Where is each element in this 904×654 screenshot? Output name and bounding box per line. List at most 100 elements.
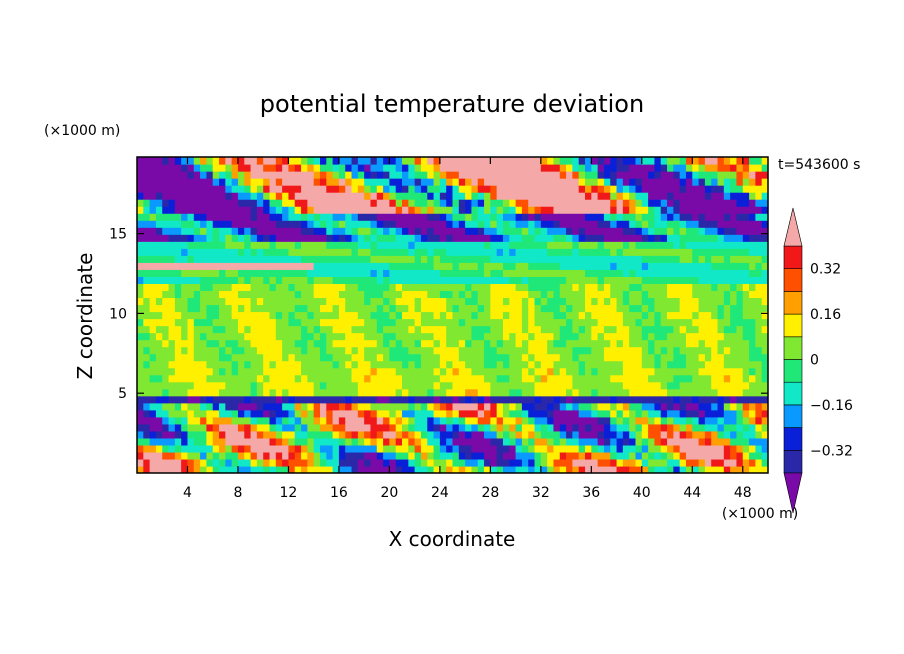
contour-cell [162,332,170,341]
contour-cell [534,178,542,186]
contour-cell [149,444,157,453]
contour-cell [282,276,290,284]
contour-cell [256,276,264,284]
contour-cell [351,241,359,249]
contour-cell [143,199,151,207]
contour-cell [452,227,460,235]
contour-cell [345,269,353,277]
contour-cell [307,213,315,221]
contour-cell [484,262,491,270]
contour-cell [673,199,681,207]
contour-cell [269,325,277,334]
contour-cell [193,465,201,473]
contour-cell [187,234,195,242]
contour-cell [137,185,144,193]
contour-cell [704,346,712,355]
contour-cell [219,241,226,249]
contour-cell [591,262,599,270]
contour-cell [496,283,504,292]
contour-cell [282,353,290,362]
contour-cell [553,304,561,313]
contour-cell [566,157,573,165]
contour-cell [408,395,416,404]
contour-cell [616,185,624,193]
contour-cell [427,465,435,473]
contour-cell [730,444,738,453]
contour-cell [717,318,725,327]
contour-cell [294,283,302,292]
contour-cell [351,409,359,418]
colorbar-label: 0.16 [810,307,841,323]
contour-cell [698,290,706,299]
contour-cell [181,388,189,397]
contour-cell [256,185,264,193]
contour-cell [736,213,744,221]
contour-cell [742,171,750,179]
contour-cell [376,164,384,172]
contour-cell [559,451,567,460]
contour-cell [635,437,643,446]
contour-cell [193,297,201,306]
contour-cell [282,290,290,299]
contour-cell [376,283,384,292]
contour-cell [168,171,176,179]
contour-cell [351,402,359,411]
contour-cell [452,444,460,453]
contour-cell [389,395,397,404]
contour-cell [742,304,750,313]
contour-cell [244,416,252,425]
contour-cell [370,311,378,320]
contour-cell [282,248,290,256]
contour-cell [761,248,768,256]
contour-cell [143,157,151,165]
contour-cell [269,255,277,263]
contour-cell [641,339,649,348]
contour-cell [357,290,365,299]
contour-cell [597,332,605,341]
contour-cell [547,283,555,292]
contour-cell [515,206,523,214]
contour-cell [357,367,365,376]
contour-cell [484,157,491,165]
contour-cell [610,360,618,369]
contour-cell [427,353,435,362]
contour-cell [408,269,416,277]
contour-cell [641,451,649,460]
contour-cell [667,430,674,439]
contour-cell [376,192,384,200]
contour-cell [673,311,681,320]
contour-cell [181,213,189,221]
contour-cell [250,332,258,341]
contour-cell [477,262,485,270]
contour-cell [174,360,182,369]
contour-cell [225,339,233,348]
contour-cell [149,297,157,306]
contour-cell [540,276,548,284]
contour-cell [553,276,561,284]
contour-cell [458,381,466,390]
contour-cell [515,248,523,256]
contour-cell [351,192,359,200]
contour-cell [187,192,195,200]
contour-cell [231,157,239,165]
contour-cell [502,395,510,404]
contour-cell [219,423,226,432]
contour-cell [685,164,693,172]
contour-cell [282,451,290,460]
contour-cell [389,255,397,263]
contour-cell [149,213,157,221]
contour-cell [660,423,668,432]
contour-cell [635,171,643,179]
contour-cell [698,444,706,453]
contour-cell [704,213,712,221]
contour-cell [603,283,611,292]
contour-cell [597,269,605,277]
contour-cell [427,304,435,313]
contour-cell [137,234,144,242]
contour-cell [597,199,605,207]
contour-cell [730,269,738,277]
contour-cell [370,283,378,292]
contour-cell [212,430,220,439]
contour-cell [685,458,693,467]
contour-cell [610,395,618,404]
